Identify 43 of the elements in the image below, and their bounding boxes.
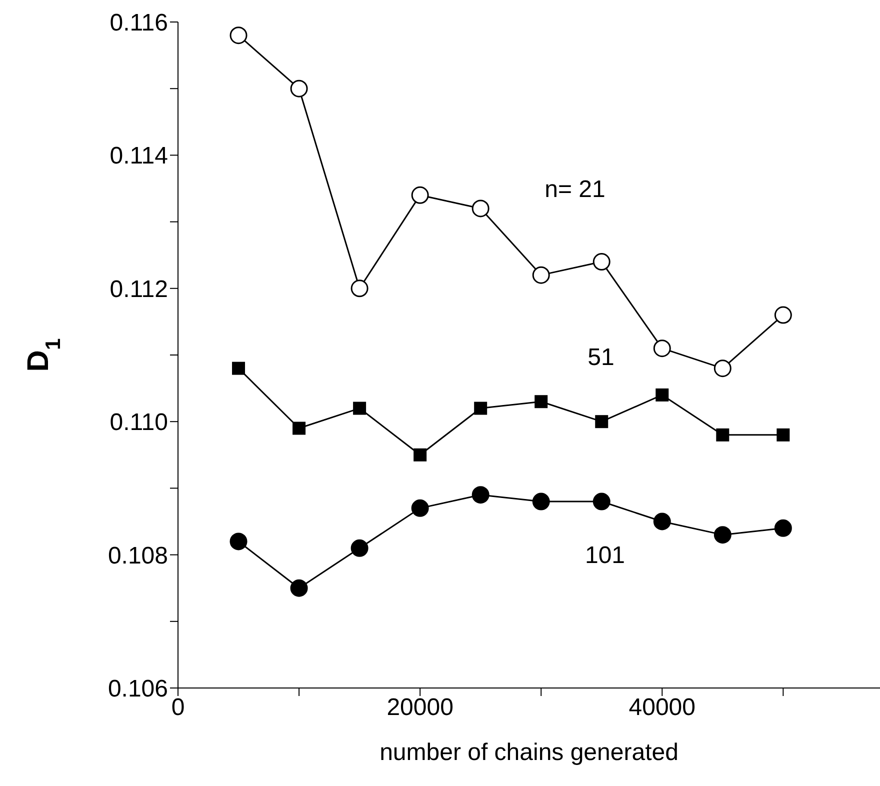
point (653, 340, 671, 358)
point (534, 395, 548, 408)
point (230, 532, 248, 550)
point (532, 266, 550, 284)
y-tick-label: 0.116 (110, 10, 168, 37)
point (653, 512, 671, 530)
point (656, 388, 669, 402)
x-tick-label: 40000 (628, 694, 696, 722)
point (714, 526, 732, 544)
point (716, 428, 730, 442)
point (230, 26, 248, 44)
x-axis-title: number of chains generated (380, 739, 678, 766)
point (290, 579, 308, 597)
point (472, 200, 490, 218)
point (411, 186, 429, 204)
point (411, 499, 429, 517)
point (532, 492, 550, 510)
point (232, 362, 246, 375)
y-tick-label: 0.108 (108, 542, 168, 570)
text: n= 21 (544, 176, 606, 203)
x-tick-label: 0 (171, 694, 185, 722)
point (290, 80, 308, 98)
y-tick-label: 0.110 (110, 409, 168, 436)
x-tick-label: 20000 (386, 694, 454, 722)
y-tick-label: 0.114 (110, 142, 168, 170)
point (350, 280, 368, 298)
point (353, 402, 366, 415)
y-tick-label: 0.106 (108, 676, 168, 703)
point (776, 428, 790, 442)
series-label: 51 (588, 344, 614, 371)
point (774, 519, 792, 537)
point (592, 492, 610, 510)
point (595, 415, 608, 428)
point (414, 448, 427, 462)
point (714, 360, 732, 378)
point (474, 402, 488, 415)
series-label: 101 (584, 542, 626, 569)
point (592, 253, 610, 271)
point (774, 306, 792, 324)
y-tick-label: 0.112 (110, 276, 168, 303)
point (292, 422, 306, 435)
point (350, 539, 368, 557)
point (472, 486, 490, 504)
